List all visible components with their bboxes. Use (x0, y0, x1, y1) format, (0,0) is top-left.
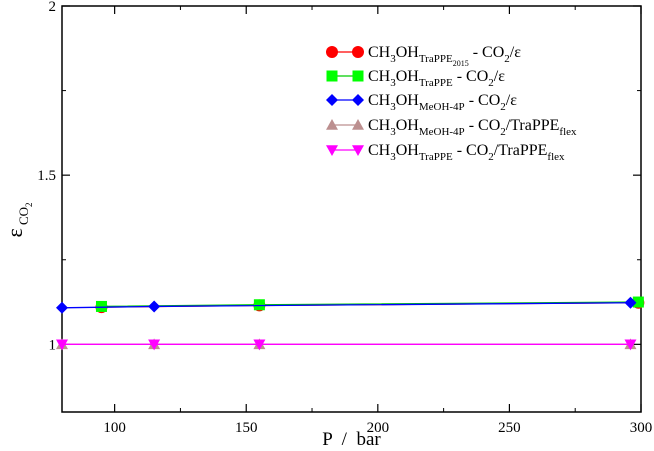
legend-label-part: - CO (469, 44, 505, 61)
data-point (95, 300, 107, 312)
legend-label-part: 3 (390, 126, 396, 138)
data-point (56, 339, 68, 351)
legend-label-part: /TraPPE (506, 117, 560, 134)
legend-label-part: /ε (510, 44, 521, 61)
legend-label: CH3OHTraPPE - CO2/TraPPEflex (368, 142, 565, 163)
legend-label-part: - CO (465, 92, 501, 109)
legend-label-part: TraPPE (419, 53, 453, 65)
legend-label-part: MeOH-4P (419, 126, 465, 138)
legend-marker (326, 145, 338, 156)
legend-label: CH3OHMeOH-4P - CO2/ε (368, 92, 517, 113)
legend-marker (326, 46, 338, 58)
legend-marker (326, 94, 338, 106)
legend-item: CH3OHTraPPE - CO2/TraPPEflex (326, 142, 565, 163)
legend-label-part: 3 (390, 53, 396, 65)
legend-label-part: - CO (453, 142, 489, 159)
y-tick-label: 1.5 (37, 168, 56, 184)
legend-item: CH3OHTraPPE2015 - CO2/ε (326, 44, 521, 68)
legend-label: CH3OHTraPPE - CO2/ε (368, 68, 505, 89)
legend-label-part: - CO (453, 68, 489, 85)
legend-label-part: OH (396, 142, 420, 159)
legend-label-part: CH (368, 68, 391, 85)
legend-marker (352, 46, 364, 58)
legend-label-part: flex (559, 126, 577, 138)
legend-item: CH3OHTraPPE - CO2/ε (326, 68, 505, 89)
x-tick-label: 250 (498, 420, 521, 436)
legend-label-part: 2 (500, 126, 506, 138)
legend-item: CH3OHMeOH-4P - CO2/TraPPEflex (326, 117, 577, 138)
legend-marker (352, 94, 364, 106)
data-point (148, 339, 161, 351)
legend-label-part: - CO (465, 117, 501, 134)
data-point (253, 339, 266, 351)
y-axis-title: ε CO2 (2, 202, 34, 237)
data-point (624, 296, 637, 309)
legend-label-part: OH (396, 44, 420, 61)
legend-item: CH3OHMeOH-4P - CO2/ε (326, 92, 517, 113)
data-point (253, 299, 265, 311)
legend-label-part: 2 (500, 101, 506, 113)
data-point (624, 339, 637, 351)
legend-label: CH3OHTraPPE2015 - CO2/ε (368, 44, 521, 68)
y-tick-label: 1 (49, 337, 57, 353)
legend-label-part: OH (396, 92, 420, 109)
legend-marker (352, 145, 364, 156)
x-tick-label: 200 (367, 420, 390, 436)
data-point (56, 301, 68, 314)
legend-marker (352, 119, 364, 130)
data-point (148, 300, 161, 313)
legend-label-part: /ε (494, 68, 505, 85)
legend-label-part: /ε (506, 92, 517, 109)
y-tick-label: 2 (49, 0, 57, 15)
series-4 (56, 339, 637, 351)
legend-label-part: TraPPE (419, 151, 453, 163)
legend-label-part: 3 (390, 151, 396, 163)
legend-label-part: 2 (504, 53, 510, 65)
plot-frame (61, 5, 642, 413)
legend-label-part: 3 (390, 101, 396, 113)
legend-label-part: CH (368, 44, 391, 61)
x-tick-label: 300 (630, 420, 653, 436)
legend-label-part: CH (368, 117, 391, 134)
series-2 (56, 296, 637, 314)
legend-marker (326, 119, 338, 130)
legend-label-part: MeOH-4P (419, 101, 465, 113)
x-axis-title: P / bar (322, 429, 381, 450)
legend-label: CH3OHMeOH-4P - CO2/TraPPEflex (368, 117, 577, 138)
legend-label-part: 2 (488, 77, 494, 89)
y-axis-title-subsub: 2 (24, 202, 34, 207)
legend-label-part: OH (396, 117, 420, 134)
x-tick-label: 150 (235, 420, 258, 436)
legend-label-part: CH (368, 142, 391, 159)
legend-marker (352, 70, 364, 82)
legend-label-part: CH (368, 92, 391, 109)
legend-marker (326, 70, 338, 82)
legend-label-part: OH (396, 68, 420, 85)
legend-label-part: /TraPPE (494, 142, 548, 159)
x-tick-label: 100 (103, 420, 126, 436)
data-point (632, 296, 644, 308)
y-axis-title-sub: CO (16, 207, 31, 228)
y-axis-title-main: ε (2, 228, 27, 237)
legend-label-part: 2015 (453, 59, 469, 68)
legend-label-part: 3 (390, 77, 396, 89)
legend-label-part: flex (547, 151, 565, 163)
legend-label-part: 2 (488, 151, 494, 163)
legend-label-part: TraPPE (419, 77, 453, 89)
